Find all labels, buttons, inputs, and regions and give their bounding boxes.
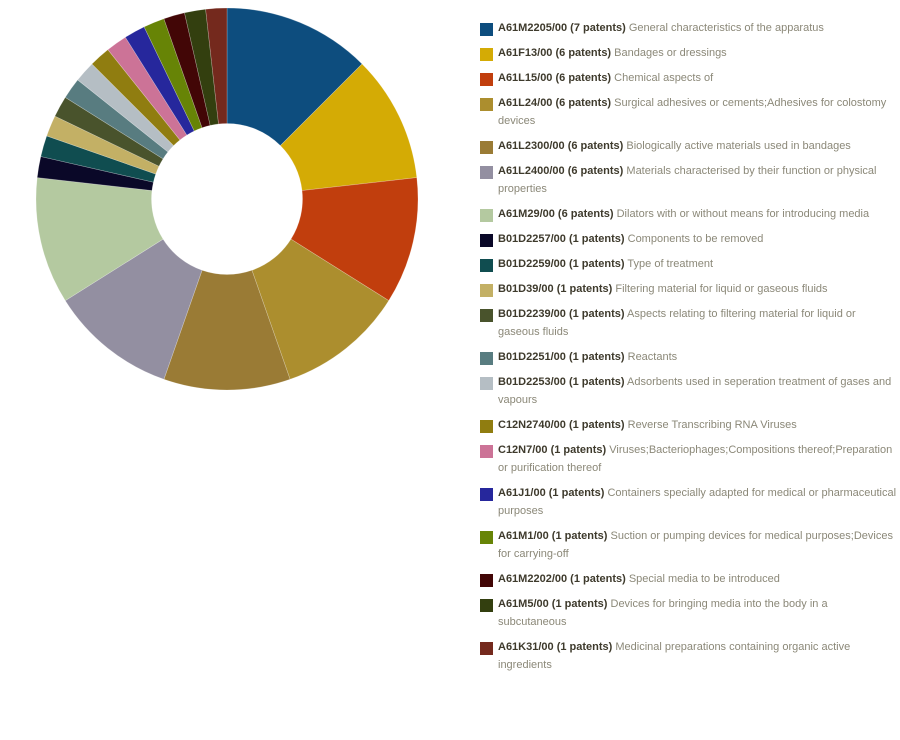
legend-description: Suction or pumping devices for medical p… xyxy=(498,530,893,560)
legend-code-label: B01D2257/00 (1 patents) xyxy=(498,233,625,245)
legend-code-label: A61M2205/00 (7 patents) xyxy=(498,22,626,34)
legend-color-swatch xyxy=(480,642,493,655)
legend-color-swatch xyxy=(480,141,493,154)
legend-description: Containers specially adapted for medical… xyxy=(498,487,897,517)
legend-item-A61M2205/00[interactable]: A61M2205/00 (7 patents) General characte… xyxy=(480,19,898,37)
donut-slice-A61M2205/00[interactable] xyxy=(226,7,363,147)
legend-color-swatch xyxy=(480,488,493,501)
legend-color-swatch xyxy=(480,377,493,390)
legend-item-B01D2259/00[interactable]: B01D2259/00 (1 patents) Type of treatmen… xyxy=(480,255,898,273)
legend-item-A61K31/00[interactable]: A61K31/00 (1 patents) Medicinal preparat… xyxy=(480,638,898,674)
legend-code-label: B01D2253/00 (1 patents) xyxy=(498,376,625,388)
legend-color-swatch xyxy=(480,309,493,322)
legend-item-A61M2202/00[interactable]: A61M2202/00 (1 patents) Special media to… xyxy=(480,570,898,588)
legend-description: Special media to be introduced xyxy=(628,573,780,585)
legend-item-B01D2253/00[interactable]: B01D2253/00 (1 patents) Adsorbents used … xyxy=(480,373,898,409)
legend-code-label: B01D2239/00 (1 patents) xyxy=(498,308,625,320)
donut-slice-A61L15/00[interactable] xyxy=(290,177,419,302)
donut-slice-A61L24/00[interactable] xyxy=(251,238,390,380)
legend-description: Reverse Transcribing RNA Viruses xyxy=(627,419,797,431)
legend-code-label: A61F13/00 (6 patents) xyxy=(498,47,612,59)
donut-slice-A61L2400/00[interactable] xyxy=(64,238,203,380)
legend-color-swatch xyxy=(480,574,493,587)
legend-description: Devices for bringing media into the body… xyxy=(498,598,828,628)
legend-code-label: A61M1/00 (1 patents) xyxy=(498,530,608,542)
legend-description: Aspects relating to filtering material f… xyxy=(498,308,856,338)
legend-color-swatch xyxy=(480,445,493,458)
legend-color-swatch xyxy=(480,73,493,86)
legend-description: Filtering material for liquid or gaseous… xyxy=(615,283,828,295)
legend-item-A61L15/00[interactable]: A61L15/00 (6 patents) Chemical aspects o… xyxy=(480,69,898,87)
legend-color-swatch xyxy=(480,48,493,61)
chart-legend: A61M2205/00 (7 patents) General characte… xyxy=(480,19,898,681)
legend-description: Type of treatment xyxy=(627,258,714,270)
legend-code-label: A61M2202/00 (1 patents) xyxy=(498,573,626,585)
legend-item-A61F13/00[interactable]: A61F13/00 (6 patents) Bandages or dressi… xyxy=(480,44,898,62)
legend-code-label: C12N7/00 (1 patents) xyxy=(498,444,607,456)
legend-color-swatch xyxy=(480,259,493,272)
legend-description: Components to be removed xyxy=(627,233,764,245)
legend-description: Adsorbents used in seperation treatment … xyxy=(498,376,892,406)
legend-code-label: A61M29/00 (6 patents) xyxy=(498,208,614,220)
legend-code-label: A61L2400/00 (6 patents) xyxy=(498,165,624,177)
legend-description: Dilators with or without means for intro… xyxy=(616,208,870,220)
legend-color-swatch xyxy=(480,98,493,111)
legend-item-A61L2400/00[interactable]: A61L2400/00 (6 patents) Materials charac… xyxy=(480,162,898,198)
legend-color-swatch xyxy=(480,23,493,36)
legend-color-swatch xyxy=(480,420,493,433)
legend-color-swatch xyxy=(480,599,493,612)
legend-code-label: B01D39/00 (1 patents) xyxy=(498,283,613,295)
legend-code-label: A61L2300/00 (6 patents) xyxy=(498,140,624,152)
legend-code-label: C12N2740/00 (1 patents) xyxy=(498,419,625,431)
legend-description: Biologically active materials used in ba… xyxy=(626,140,851,152)
legend-color-swatch xyxy=(480,234,493,247)
legend-color-swatch xyxy=(480,209,493,222)
legend-description: Medicinal preparations containing organi… xyxy=(498,641,851,671)
legend-code-label: B01D2251/00 (1 patents) xyxy=(498,351,625,363)
legend-item-B01D2251/00[interactable]: B01D2251/00 (1 patents) Reactants xyxy=(480,348,898,366)
legend-code-label: B01D2259/00 (1 patents) xyxy=(498,258,625,270)
legend-description: Viruses;Bacteriophages;Compositions ther… xyxy=(498,444,893,474)
legend-item-B01D2239/00[interactable]: B01D2239/00 (1 patents) Aspects relating… xyxy=(480,305,898,341)
legend-code-label: A61M5/00 (1 patents) xyxy=(498,598,608,610)
legend-color-swatch xyxy=(480,531,493,544)
legend-code-label: A61K31/00 (1 patents) xyxy=(498,641,613,653)
legend-item-B01D39/00[interactable]: B01D39/00 (1 patents) Filtering material… xyxy=(480,280,898,298)
legend-color-swatch xyxy=(480,284,493,297)
legend-description: Reactants xyxy=(627,351,678,363)
donut-chart xyxy=(35,7,419,391)
legend-description: General characteristics of the apparatus xyxy=(628,22,824,34)
legend-item-A61M1/00[interactable]: A61M1/00 (1 patents) Suction or pumping … xyxy=(480,527,898,563)
donut-slice-A61F13/00[interactable] xyxy=(279,63,418,191)
legend-code-label: A61L24/00 (6 patents) xyxy=(498,97,612,109)
legend-description: Bandages or dressings xyxy=(614,47,727,59)
legend-item-C12N2740/00[interactable]: C12N2740/00 (1 patents) Reverse Transcri… xyxy=(480,416,898,434)
legend-item-A61M5/00[interactable]: A61M5/00 (1 patents) Devices for bringin… xyxy=(480,595,898,631)
legend-description: Materials characterised by their functio… xyxy=(498,165,877,195)
legend-code-label: A61J1/00 (1 patents) xyxy=(498,487,605,499)
legend-color-swatch xyxy=(480,352,493,365)
legend-item-A61L24/00[interactable]: A61L24/00 (6 patents) Surgical adhesives… xyxy=(480,94,898,130)
donut-slice-A61K31/00[interactable] xyxy=(205,7,228,125)
donut-slice-A61L2300/00[interactable] xyxy=(163,269,291,391)
legend-code-label: A61L15/00 (6 patents) xyxy=(498,72,612,84)
legend-item-B01D2257/00[interactable]: B01D2257/00 (1 patents) Components to be… xyxy=(480,230,898,248)
legend-item-A61J1/00[interactable]: A61J1/00 (1 patents) Containers speciall… xyxy=(480,484,898,520)
legend-item-A61M29/00[interactable]: A61M29/00 (6 patents) Dilators with or w… xyxy=(480,205,898,223)
legend-description: Surgical adhesives or cements;Adhesives … xyxy=(498,97,887,127)
legend-item-A61L2300/00[interactable]: A61L2300/00 (6 patents) Biologically act… xyxy=(480,137,898,155)
legend-description: Chemical aspects of xyxy=(614,72,714,84)
donut-slice-A61M29/00[interactable] xyxy=(35,177,164,302)
legend-color-swatch xyxy=(480,166,493,179)
legend-item-C12N7/00[interactable]: C12N7/00 (1 patents) Viruses;Bacteriopha… xyxy=(480,441,898,477)
